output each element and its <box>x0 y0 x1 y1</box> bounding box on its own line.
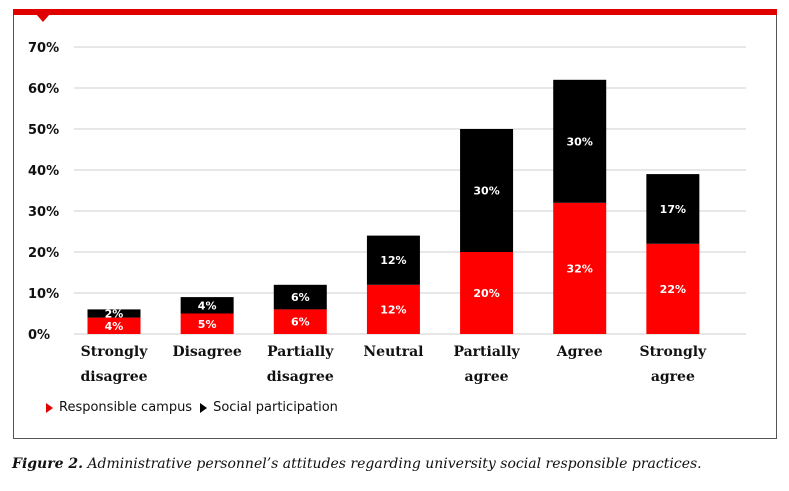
bar-social-participation <box>180 297 234 314</box>
data-label: 4% <box>198 299 217 312</box>
y-tick-label: 20% <box>28 246 59 261</box>
y-tick-label: 10% <box>28 287 59 302</box>
bar-responsible-campus <box>553 202 607 334</box>
y-tick-label: 60% <box>28 82 59 97</box>
x-category-label: disagree <box>80 369 147 385</box>
y-tick-label: 0% <box>28 328 50 343</box>
bar-social-participation <box>273 284 327 310</box>
y-tick-label: 50% <box>28 123 59 138</box>
data-label: 22% <box>660 283 686 296</box>
y-tick-label: 40% <box>28 164 59 179</box>
x-category-label: agree <box>465 369 509 385</box>
legend-marker-red <box>46 402 53 413</box>
figure-caption: Figure 2. Administrative personnel’s att… <box>12 456 702 472</box>
y-tick-label: 30% <box>28 205 59 220</box>
bar-responsible-campus <box>273 309 327 334</box>
data-label: 32% <box>567 262 593 275</box>
x-category-label: Strongly <box>639 344 707 360</box>
legend-item-social-participation: Social participation <box>200 400 338 415</box>
legend-item-responsible-campus: Responsible campus <box>46 400 192 415</box>
y-tick-label: 70% <box>28 41 59 56</box>
x-category-label: Disagree <box>172 344 241 360</box>
data-label: 12% <box>380 303 406 316</box>
data-label: 6% <box>291 291 310 304</box>
bar-responsible-campus <box>460 252 514 334</box>
figure-label: Figure 2. <box>12 456 83 472</box>
data-label: 30% <box>567 135 593 148</box>
x-category-label: disagree <box>267 369 334 385</box>
bar-social-participation <box>553 79 607 203</box>
legend-label: Responsible campus <box>59 400 193 415</box>
data-label: 30% <box>473 185 499 198</box>
x-category-label: agree <box>651 369 695 385</box>
accent-bar <box>13 9 777 15</box>
x-category-label: Strongly <box>81 344 149 360</box>
stacked-bar-chart: 0%10%20%30%40%50%60%70%4%2%Stronglydisag… <box>28 41 746 385</box>
data-label: 17% <box>660 203 686 216</box>
bar-social-participation <box>366 235 420 285</box>
bar-social-participation <box>646 174 700 244</box>
bar-responsible-campus <box>366 284 420 334</box>
x-category-label: Agree <box>556 344 603 360</box>
bar-responsible-campus <box>87 317 141 334</box>
x-category-label: Neutral <box>363 344 423 360</box>
bar-responsible-campus <box>180 313 234 334</box>
x-category-label: Partially <box>267 344 334 360</box>
data-label: 2% <box>105 308 124 321</box>
legend-label: Social participation <box>213 400 338 415</box>
data-label: 4% <box>105 320 124 333</box>
data-label: 5% <box>198 318 217 331</box>
bar-responsible-campus <box>646 243 700 334</box>
x-category-label: Partially <box>453 344 520 360</box>
bar-social-participation <box>87 309 141 318</box>
legend-marker-black <box>200 402 208 413</box>
accent-tab <box>36 14 50 22</box>
legend: Responsible campus Social participation <box>46 400 346 415</box>
caption-text: Administrative personnel’s attitudes reg… <box>83 456 702 472</box>
bar-social-participation <box>460 129 514 252</box>
data-label: 12% <box>380 254 406 267</box>
data-label: 6% <box>291 316 310 329</box>
data-label: 20% <box>473 287 499 300</box>
